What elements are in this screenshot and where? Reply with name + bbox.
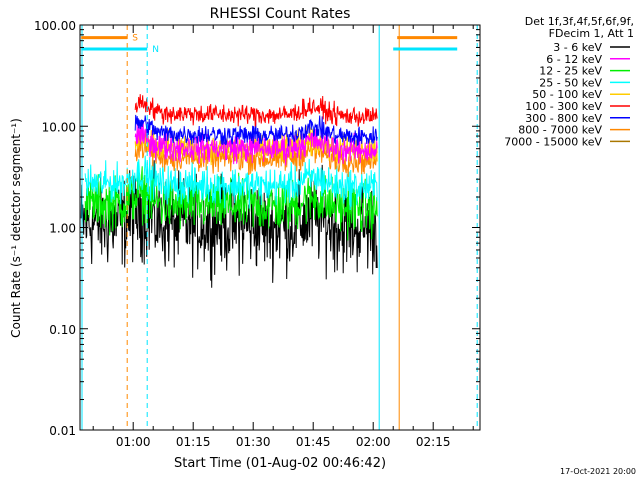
chart-title: RHESSI Count Rates (210, 6, 351, 22)
x-tick-label-0: 01:00 (116, 435, 151, 449)
legend-label-3: 25 - 50 keV (539, 76, 602, 89)
x-tick-label-2: 01:30 (236, 435, 271, 449)
series-line-0 (80, 160, 378, 288)
series-line-5 (134, 94, 378, 127)
legend-label-4: 50 - 100 keV (532, 88, 602, 101)
legend-label-2: 12 - 25 keV (539, 65, 602, 78)
y-tick-label-0: 0.01 (49, 424, 76, 438)
generation-timestamp: 17-Oct-2021 20:00 (560, 467, 636, 476)
series-line-1 (134, 120, 378, 166)
legend-label-0: 3 - 6 keV (553, 41, 602, 54)
y-tick-label-4: 100.00 (34, 19, 76, 33)
flag-label-0: S (132, 34, 138, 44)
x-axis-label: Start Time (01-Aug-02 00:46:42) (174, 456, 386, 471)
legend: Det 1f,3f,4f,5f,6f,9f, FDecim 1, Att 1 3… (504, 15, 634, 148)
x-tick-label-4: 02:00 (356, 435, 391, 449)
x-axis: 01:00 01:15 01:30 01:45 02:00 02:15 (92, 25, 474, 449)
legend-header-line-2: FDecim 1, Att 1 (549, 27, 634, 40)
x-tick-label-3: 01:45 (296, 435, 331, 449)
legend-label-6: 300 - 800 keV (525, 112, 602, 125)
series-line-6 (134, 114, 378, 147)
y-tick-label-1: 0.10 (49, 323, 76, 337)
series-line-2 (84, 165, 378, 241)
y-axis: 0.01 0.10 1.00 10.00 100.00 (34, 19, 480, 438)
y-tick-label-3: 10.00 (42, 120, 76, 134)
legend-label-5: 100 - 300 keV (525, 100, 602, 113)
legend-header-line-1: Det 1f,3f,4f,5f,6f,9f, (525, 15, 634, 28)
plot-area: SN (80, 25, 478, 430)
legend-label-1: 6 - 12 keV (546, 53, 602, 66)
series-line-3 (84, 155, 378, 211)
x-tick-label-5: 02:15 (416, 435, 451, 449)
flag-label-1: N (152, 45, 159, 55)
y-tick-label-2: 1.00 (49, 222, 76, 236)
legend-label-7: 800 - 7000 keV (518, 124, 602, 137)
x-tick-label-1: 01:15 (176, 435, 211, 449)
y-axis-label: Count Rate (s⁻¹ detector segment⁻¹) (9, 118, 23, 338)
legend-label-8: 7000 - 15000 keV (504, 135, 602, 148)
